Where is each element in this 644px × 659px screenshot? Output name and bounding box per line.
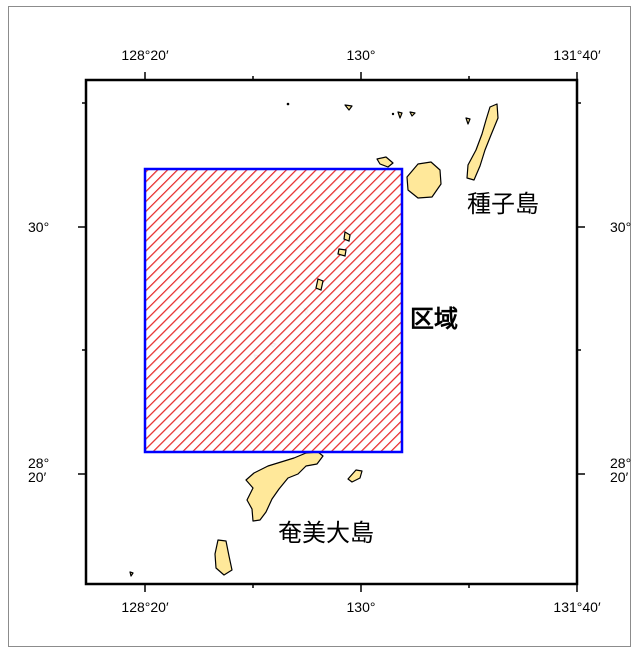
top-tick-label-3: 131°40′ [553,47,601,63]
mageshima-islet [465,117,471,125]
yakushima-island [406,161,442,199]
hatched-region [145,169,402,452]
right-ticks [577,102,585,475]
region-label: 区域 [410,305,458,333]
kuchinoerabu-island [376,156,394,168]
iojima-islet [397,111,403,119]
far-west-islet [129,571,134,577]
left-ticks [78,102,86,475]
left-tick-label-28-20: 28° 20′ [28,455,49,485]
top-tick-label-1: 128°20′ [121,47,169,63]
right-tick-label-28-20: 28° 20′ [610,455,631,485]
amami-oshima-island [245,451,324,522]
top-ticks [144,72,578,80]
amami-oshima-label: 奄美大島 [278,519,374,547]
left-tick-label-30: 30° [28,219,49,235]
tanegashima-label: 種子島 [467,190,539,218]
kuroshima-islet [344,104,353,111]
bottom-tick-label-1: 128°20′ [121,599,169,615]
bottom-tick-label-3: 131°40′ [553,599,601,615]
region-border [143,167,404,454]
tokunoshima-island [214,539,233,576]
right-tick-label-30: 30° [610,219,631,235]
top-tick-label-2: 130° [347,47,376,63]
land-masses-over-region [315,231,351,291]
takeshima-islet [409,111,416,117]
land-masses [129,103,499,577]
kikaijima-island [347,469,363,483]
bottom-ticks [144,584,578,592]
bottom-tick-label-2: 130° [347,599,376,615]
tanegashima-island [466,103,499,181]
